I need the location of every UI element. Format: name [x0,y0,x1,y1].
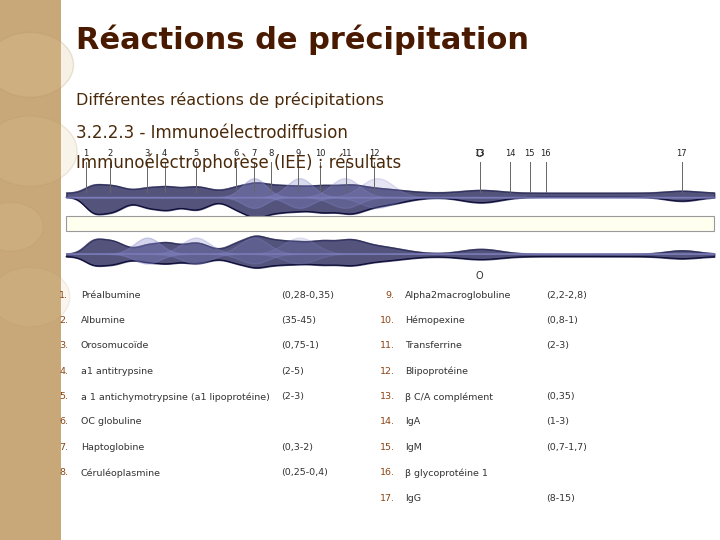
Text: O: O [476,149,483,159]
Text: Préalbumine: Préalbumine [81,291,140,300]
Text: Alpha2macroglobuline: Alpha2macroglobuline [405,291,512,300]
Text: (2-3): (2-3) [546,341,569,350]
Text: 7: 7 [251,148,257,158]
Text: β C/A complément: β C/A complément [405,392,493,402]
Text: IgA: IgA [405,417,420,427]
Text: 5: 5 [193,148,199,158]
Text: Orosomucoïde: Orosomucoïde [81,341,149,350]
Circle shape [0,267,70,327]
Text: (2-5): (2-5) [281,367,304,376]
Text: Réactions de précipitation: Réactions de précipitation [76,24,528,55]
Bar [66,216,714,231]
Text: (0,35): (0,35) [546,392,575,401]
Text: 8: 8 [269,148,274,158]
Bar [0,0,61,540]
Text: (2-3): (2-3) [281,392,304,401]
Text: 17: 17 [677,148,687,158]
Text: 1: 1 [83,148,89,158]
Text: 3.: 3. [59,341,68,350]
Text: 16.: 16. [379,468,395,477]
Text: Immunoélectrophorèse (IEE) : résultats: Immunoélectrophorèse (IEE) : résultats [76,154,401,172]
Text: 10: 10 [315,148,325,158]
Text: 7.: 7. [60,443,68,452]
Text: a 1 antichymotrypsine (a1 lipoprotéine): a 1 antichymotrypsine (a1 lipoprotéine) [81,392,269,402]
Text: Différentes réactions de précipitations: Différentes réactions de précipitations [76,92,384,108]
Text: 17.: 17. [379,494,395,503]
Text: 3: 3 [145,148,150,158]
Circle shape [0,116,77,186]
Text: (1-3): (1-3) [546,417,569,427]
Text: (2,2-2,8): (2,2-2,8) [546,291,587,300]
Text: (35-45): (35-45) [281,316,316,325]
Text: Albumine: Albumine [81,316,125,325]
Text: Haptoglobine: Haptoglobine [81,443,144,452]
Text: 4: 4 [162,148,167,158]
Text: 3.2.2.3 - Immunoélectrodiffusion: 3.2.2.3 - Immunoélectrodiffusion [76,124,348,142]
Text: 6.: 6. [60,417,68,427]
Text: 15: 15 [524,148,535,158]
Circle shape [0,32,73,97]
Text: Blipoprotéine: Blipoprotéine [405,367,468,376]
Text: (0,3-2): (0,3-2) [281,443,312,452]
Text: (0,75-1): (0,75-1) [281,341,319,350]
Text: (0,8-1): (0,8-1) [546,316,577,325]
Text: 2: 2 [108,148,113,158]
Text: 14: 14 [505,148,516,158]
Text: Transferrine: Transferrine [405,341,462,350]
Text: (8-15): (8-15) [546,494,575,503]
Text: 15.: 15. [379,443,395,452]
Text: 1.: 1. [60,291,68,300]
Text: 9: 9 [296,148,301,158]
Text: 13: 13 [474,148,485,158]
Text: IgG: IgG [405,494,421,503]
Circle shape [0,202,43,251]
Text: 16: 16 [541,148,551,158]
Text: 8.: 8. [60,468,68,477]
Text: 6: 6 [233,148,239,158]
Text: Hémopexine: Hémopexine [405,316,465,326]
Text: 4.: 4. [60,367,68,376]
Text: 5.: 5. [60,392,68,401]
Text: β glycoprotéine 1: β glycoprotéine 1 [405,468,488,478]
Text: (0,25-0,4): (0,25-0,4) [281,468,328,477]
Text: 2.: 2. [60,316,68,325]
Text: 9.: 9. [386,291,395,300]
Text: a1 antitrypsine: a1 antitrypsine [81,367,153,376]
Text: O: O [476,272,483,281]
Text: 14.: 14. [379,417,395,427]
Text: (0,7-1,7): (0,7-1,7) [546,443,587,452]
Text: IgM: IgM [405,443,422,452]
Text: 12.: 12. [379,367,395,376]
Text: 11: 11 [341,148,351,158]
Text: Céruléoplasmine: Céruléoplasmine [81,468,161,478]
Text: (0,28-0,35): (0,28-0,35) [281,291,334,300]
Text: 11.: 11. [379,341,395,350]
Text: 10.: 10. [379,316,395,325]
Text: OC globuline: OC globuline [81,417,141,427]
Text: 12: 12 [369,148,379,158]
Text: 13.: 13. [379,392,395,401]
